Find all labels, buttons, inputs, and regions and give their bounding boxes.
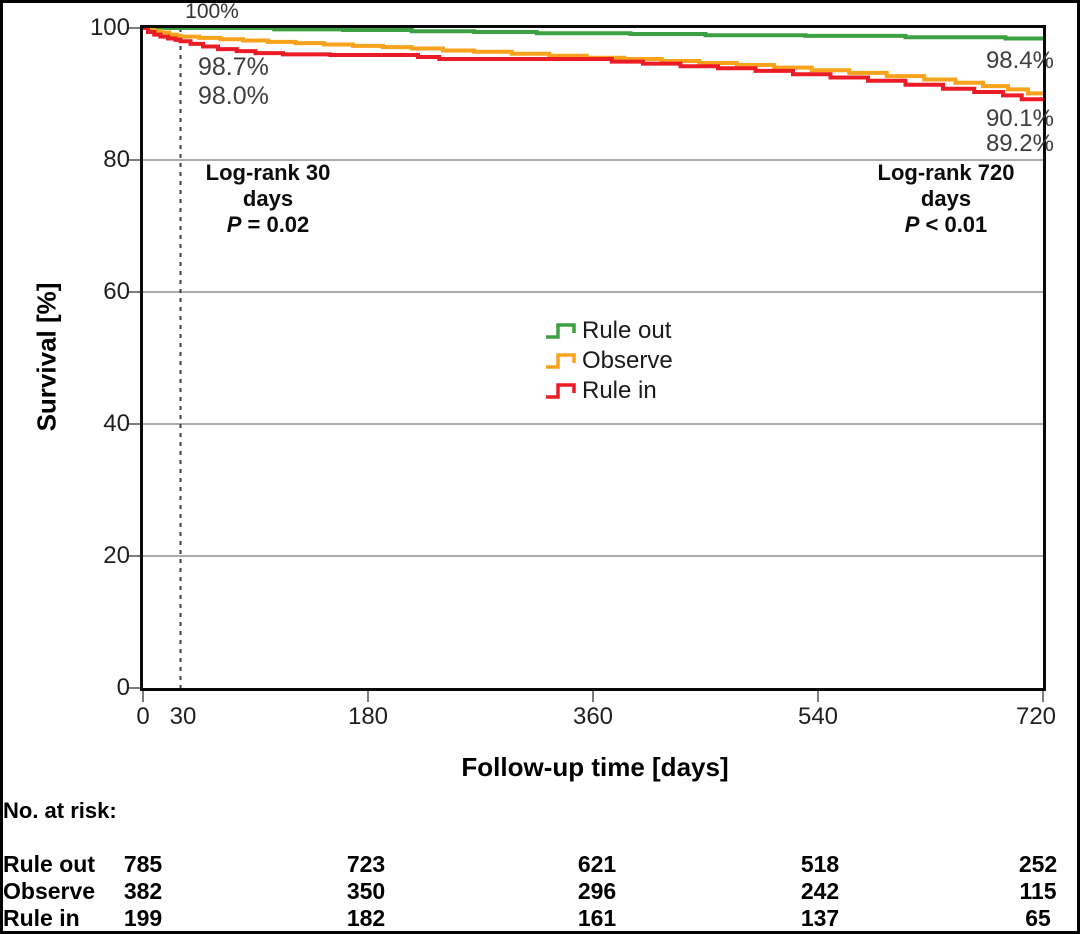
- p-value: < 0.01: [919, 212, 988, 237]
- risk-row-label: Rule in: [3, 905, 80, 931]
- y-tick-label: 0: [116, 674, 130, 701]
- legend-label: Rule in: [582, 377, 657, 404]
- logrank-720-pvalue: P < 0.01: [850, 212, 1042, 238]
- annotation-day30-rulein: 98.0%: [198, 82, 269, 110]
- x-tick-label: 540: [797, 703, 839, 730]
- p-value: = 0.02: [241, 212, 310, 237]
- annotation-end-observe: 90.1%: [985, 105, 1054, 132]
- tick-mark: [128, 27, 141, 29]
- km-curve-observe: [143, 28, 1043, 96]
- y-tick-label: 100: [89, 14, 130, 41]
- risk-value: 723: [346, 851, 386, 877]
- legend-item-rule-in: Rule in: [545, 376, 673, 406]
- logrank-720-title: Log-rank 720 days: [877, 160, 1015, 211]
- step-line-icon: [546, 353, 576, 369]
- annotation-day30-observe: 98.7%: [198, 53, 269, 81]
- y-tick-label: 40: [103, 410, 130, 437]
- step-line-icon: [546, 323, 576, 339]
- risk-value: 137: [800, 905, 840, 931]
- tick-mark: [817, 691, 819, 702]
- legend-item-observe: Observe: [545, 346, 673, 376]
- tick-mark: [128, 555, 141, 557]
- km-curve-rule-out: [143, 28, 1043, 41]
- plot-border: [140, 25, 1046, 691]
- tick-mark: [128, 291, 141, 293]
- y-tick-label: 80: [103, 146, 130, 173]
- legend-label: Rule out: [582, 317, 672, 344]
- x-tick-label: 0: [136, 703, 150, 730]
- annotation-end-rulein: 89.2%: [985, 130, 1054, 157]
- tick-mark: [1042, 691, 1044, 702]
- risk-value: 252: [1018, 851, 1058, 877]
- risk-value: 518: [800, 851, 840, 877]
- risk-value: 785: [123, 851, 163, 877]
- annotation-100pct: 100%: [185, 0, 239, 23]
- risk-value: 242: [800, 878, 840, 904]
- y-tick-label: 20: [103, 542, 130, 569]
- tick-mark: [142, 691, 144, 702]
- risk-value: 115: [1019, 878, 1057, 904]
- risk-value: 296: [577, 878, 617, 904]
- risk-value: 161: [577, 905, 617, 931]
- logrank-30-pvalue: P = 0.02: [183, 212, 353, 238]
- x-tick-label: 180: [347, 703, 389, 730]
- risk-value: 621: [577, 851, 617, 877]
- risk-value: 382: [123, 878, 163, 904]
- legend: Rule out Observe Rule in: [545, 316, 673, 406]
- risk-value: 199: [123, 905, 163, 931]
- tick-mark: [128, 159, 141, 161]
- survival-plot: [143, 28, 1043, 688]
- risk-table-title: No. at risk:: [3, 798, 117, 823]
- y-tick-label: 60: [103, 278, 130, 305]
- x-tick-label: 360: [572, 703, 614, 730]
- risk-row-label: Rule out: [3, 851, 95, 877]
- legend-item-rule-out: Rule out: [545, 316, 673, 346]
- legend-label: Observe: [582, 347, 673, 374]
- tick-mark: [592, 691, 594, 702]
- x-tick-label: 720: [1015, 703, 1057, 730]
- risk-row-label: Observe: [3, 878, 96, 904]
- x-axis-title: Follow-up time [days]: [461, 752, 729, 782]
- logrank-30-title: Log-rank 30 days: [205, 160, 331, 211]
- tick-mark: [128, 687, 141, 689]
- p-symbol: P: [904, 212, 920, 237]
- y-axis-title: Survival [%]: [31, 282, 62, 432]
- logrank-720-days: Log-rank 720 days P < 0.01: [850, 160, 1042, 238]
- p-symbol: P: [226, 212, 242, 237]
- risk-value: 65: [1025, 905, 1051, 931]
- km-curve-rule-in: [143, 28, 1043, 102]
- step-line-icon: [546, 383, 576, 399]
- risk-value: 182: [346, 905, 386, 931]
- x-tick-label: 30: [169, 703, 197, 730]
- risk-value: 350: [346, 878, 386, 904]
- tick-mark: [367, 691, 369, 702]
- tick-mark: [128, 423, 141, 425]
- annotation-end-ruleout: 98.4%: [985, 47, 1054, 74]
- logrank-30-days: Log-rank 30 days P = 0.02: [183, 160, 353, 238]
